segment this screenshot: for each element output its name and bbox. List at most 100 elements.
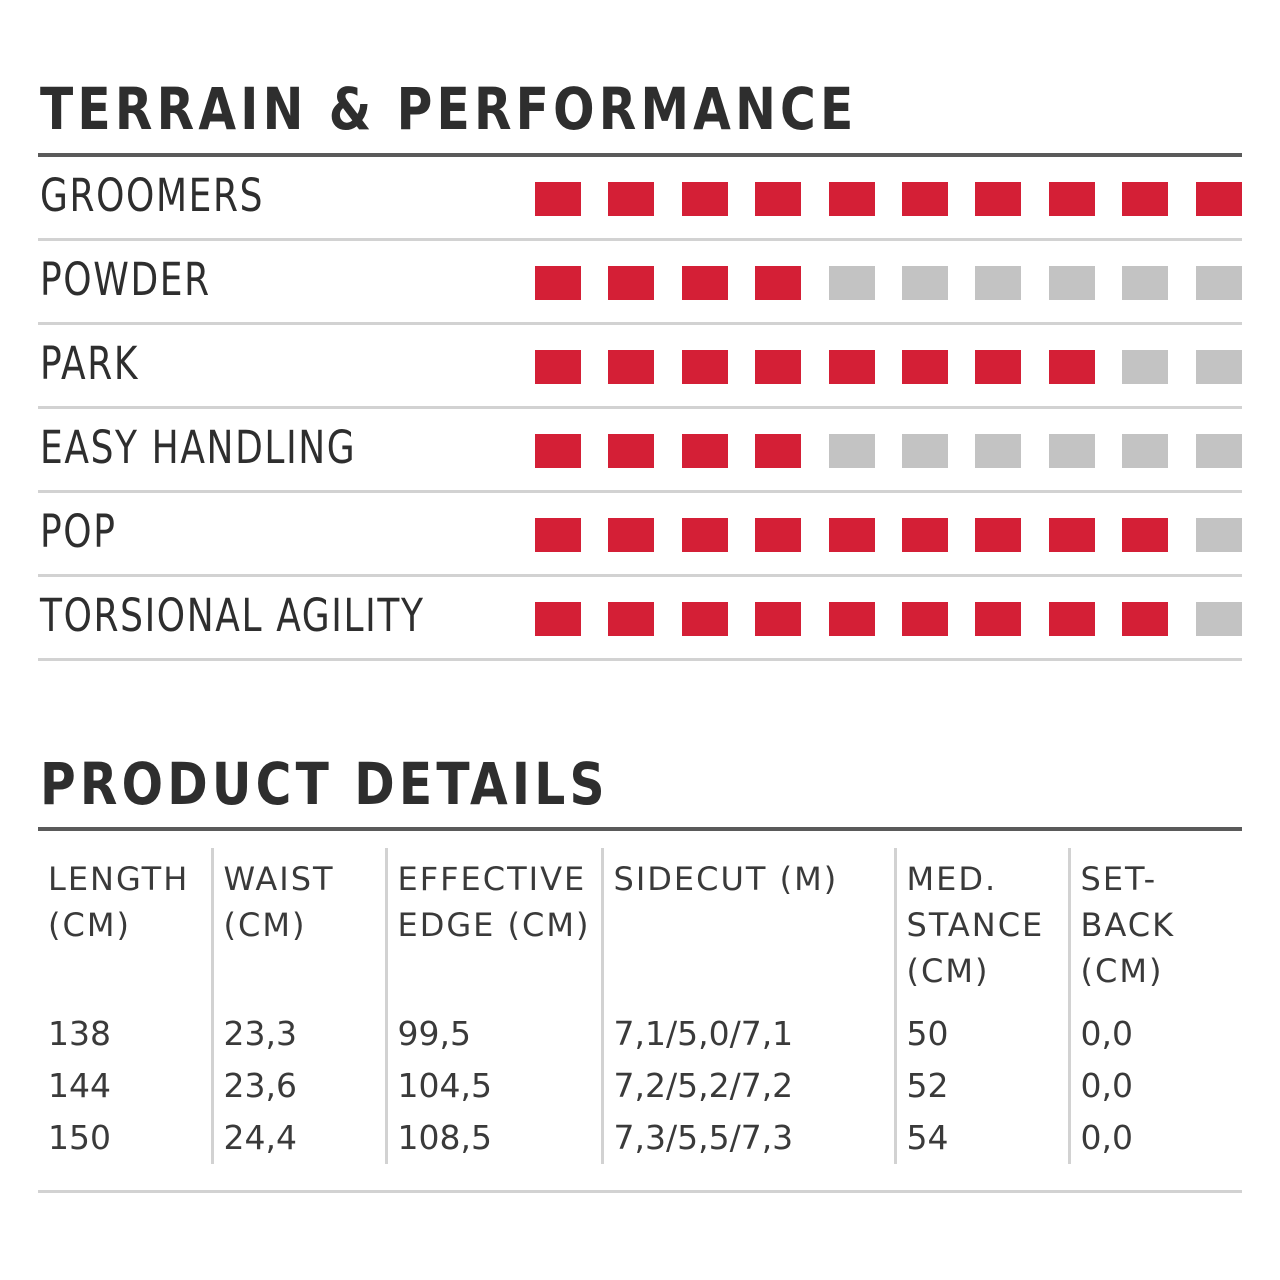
column-header-line: (CM) [223,906,307,944]
rating-square-empty [975,434,1022,468]
rating-square-filled [755,602,802,636]
rating-label: POP [40,505,117,558]
table-cell: 0,0 [1067,1112,1242,1164]
rating-square-filled [1122,518,1169,552]
rating-square-filled [608,602,655,636]
rating-square-filled [608,266,655,300]
rating-square-filled [975,602,1022,636]
table-cell: 7,1/5,0/7,1 [600,1008,895,1060]
table-row: 144 23,6 104,5 7,2/5,2/7,2 52 0,0 [38,1060,1242,1112]
column-header: EFFECTIVE EDGE (CM) [384,848,602,1008]
rating-square-filled [828,350,875,384]
rating-square-filled [681,350,728,384]
table-cell: 24,4 [210,1112,386,1164]
rating-meter [535,602,1242,636]
rating-square-filled [681,434,728,468]
column-header-line: (CM) [1080,952,1164,990]
rating-square-empty [828,434,875,468]
rating-square-empty [1195,602,1242,636]
column-header-line: MED. [906,860,998,898]
rating-square-empty [902,434,948,468]
rating-label: TORSIONAL AGILITY [40,589,425,642]
rating-label: EASY HANDLING [40,421,357,474]
table-cell: 7,2/5,2/7,2 [600,1060,895,1112]
column-header: MED. STANCE (CM) [893,848,1069,1008]
rating-square-filled [1048,182,1095,216]
table-cell: 144 [48,1066,111,1105]
rating-square-empty [1048,434,1095,468]
rating-row: POP [38,493,1242,577]
rating-label: POWDER [40,253,211,306]
rating-square-filled [902,602,948,636]
rating-row: TORSIONAL AGILITY [38,577,1242,661]
rating-square-filled [1122,602,1169,636]
rating-square-filled [902,182,948,216]
column-header: WAIST (CM) [210,848,386,1008]
rating-square-filled [535,434,581,468]
column-header-line: EDGE (CM) [397,906,591,944]
rating-square-filled [1195,182,1242,216]
rating-square-filled [681,602,728,636]
rating-square-filled [1122,182,1169,216]
title-rule [38,153,1242,157]
rating-square-filled [608,434,655,468]
column-header-line: (CM) [48,906,131,944]
rating-square-filled [1048,350,1095,384]
rating-label: PARK [40,337,140,390]
rating-square-filled [975,518,1022,552]
rating-square-empty [1122,266,1169,300]
rating-square-empty [1122,350,1169,384]
rating-row: POWDER [38,241,1242,325]
rating-square-filled [975,350,1022,384]
table-cell: 23,6 [210,1060,386,1112]
rating-square-filled [902,518,948,552]
rating-square-filled [1048,518,1095,552]
table-cell: 108,5 [384,1112,602,1164]
rating-square-empty [1195,266,1242,300]
rating-square-filled [535,266,581,300]
table-header-row: LENGTH (CM) WAIST (CM) EFFECTIVE EDGE (CM) SID… [38,848,1242,1008]
table-bottom-rule [38,1190,1242,1193]
rating-square-filled [902,350,948,384]
rating-square-empty [1048,266,1095,300]
rating-label: GROOMERS [40,169,265,222]
column-header: LENGTH (CM) [38,848,212,1008]
column-header-line: SET- [1080,860,1158,898]
column-header-line: (CM) [906,952,990,990]
column-header-line: STANCE [906,906,1045,944]
ratings-list: GROOMERS POWDER PARK EASY HANDLING POP TORSIO… [38,157,1242,661]
table-cell: 23,3 [210,1008,386,1060]
column-header-line: SIDECUT (M) [613,860,839,898]
rating-square-empty [975,266,1022,300]
rating-square-filled [535,602,581,636]
rating-square-filled [828,518,875,552]
table-cell: 52 [893,1060,1069,1112]
column-header-line: WAIST [223,860,335,898]
column-header-line: LENGTH [48,860,190,898]
rating-square-filled [681,266,728,300]
table-cell: 0,0 [1067,1008,1242,1060]
table-row: 150 24,4 108,5 7,3/5,5/7,3 54 0,0 [38,1112,1242,1164]
column-header: SIDECUT (M) [600,848,895,1008]
table-cell: 54 [893,1112,1069,1164]
rating-square-filled [535,182,581,216]
rating-square-filled [535,350,581,384]
rating-meter [535,182,1242,216]
rating-square-filled [608,350,655,384]
column-header-line: BACK [1080,906,1176,944]
rating-meter [535,350,1242,384]
rating-square-empty [828,266,875,300]
rating-square-filled [755,182,802,216]
rating-square-filled [828,602,875,636]
table-cell: 0,0 [1067,1060,1242,1112]
rating-square-empty [1195,434,1242,468]
rating-square-filled [608,182,655,216]
rating-meter [535,518,1242,552]
rating-row: PARK [38,325,1242,409]
rating-square-filled [608,518,655,552]
table-cell: 50 [893,1008,1069,1060]
table-row: 138 23,3 99,5 7,1/5,0/7,1 50 0,0 [38,1008,1242,1060]
rating-square-empty [1195,518,1242,552]
table-cell: 138 [48,1014,111,1053]
column-header-line: EFFECTIVE [397,860,587,898]
